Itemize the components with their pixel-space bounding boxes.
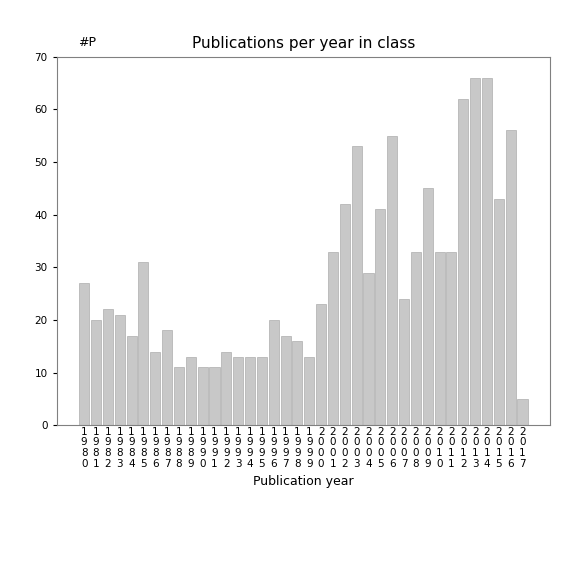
Bar bbox=[423, 188, 433, 425]
Bar bbox=[434, 252, 445, 425]
Bar bbox=[446, 252, 456, 425]
Bar bbox=[221, 352, 231, 425]
Bar bbox=[138, 262, 149, 425]
Bar bbox=[304, 357, 314, 425]
Bar bbox=[257, 357, 267, 425]
Bar bbox=[103, 310, 113, 425]
Bar bbox=[363, 273, 374, 425]
Bar bbox=[518, 399, 527, 425]
Bar bbox=[162, 331, 172, 425]
Bar bbox=[186, 357, 196, 425]
Bar bbox=[233, 357, 243, 425]
Bar bbox=[91, 320, 101, 425]
Bar bbox=[494, 199, 504, 425]
Bar bbox=[399, 299, 409, 425]
Title: Publications per year in class: Publications per year in class bbox=[192, 36, 415, 52]
Bar bbox=[209, 367, 219, 425]
Bar bbox=[115, 315, 125, 425]
Bar bbox=[411, 252, 421, 425]
Bar bbox=[150, 352, 160, 425]
Bar bbox=[174, 367, 184, 425]
Bar bbox=[281, 336, 291, 425]
Bar bbox=[482, 78, 492, 425]
Bar bbox=[79, 283, 89, 425]
X-axis label: Publication year: Publication year bbox=[253, 475, 354, 488]
Bar bbox=[387, 136, 397, 425]
Bar bbox=[245, 357, 255, 425]
Bar bbox=[506, 130, 516, 425]
Bar bbox=[328, 252, 338, 425]
Bar bbox=[340, 204, 350, 425]
Text: #P: #P bbox=[78, 36, 96, 49]
Bar bbox=[269, 320, 279, 425]
Bar bbox=[352, 146, 362, 425]
Bar bbox=[470, 78, 480, 425]
Bar bbox=[198, 367, 208, 425]
Bar bbox=[126, 336, 137, 425]
Bar bbox=[375, 209, 386, 425]
Bar bbox=[458, 99, 468, 425]
Bar bbox=[293, 341, 302, 425]
Bar bbox=[316, 304, 326, 425]
